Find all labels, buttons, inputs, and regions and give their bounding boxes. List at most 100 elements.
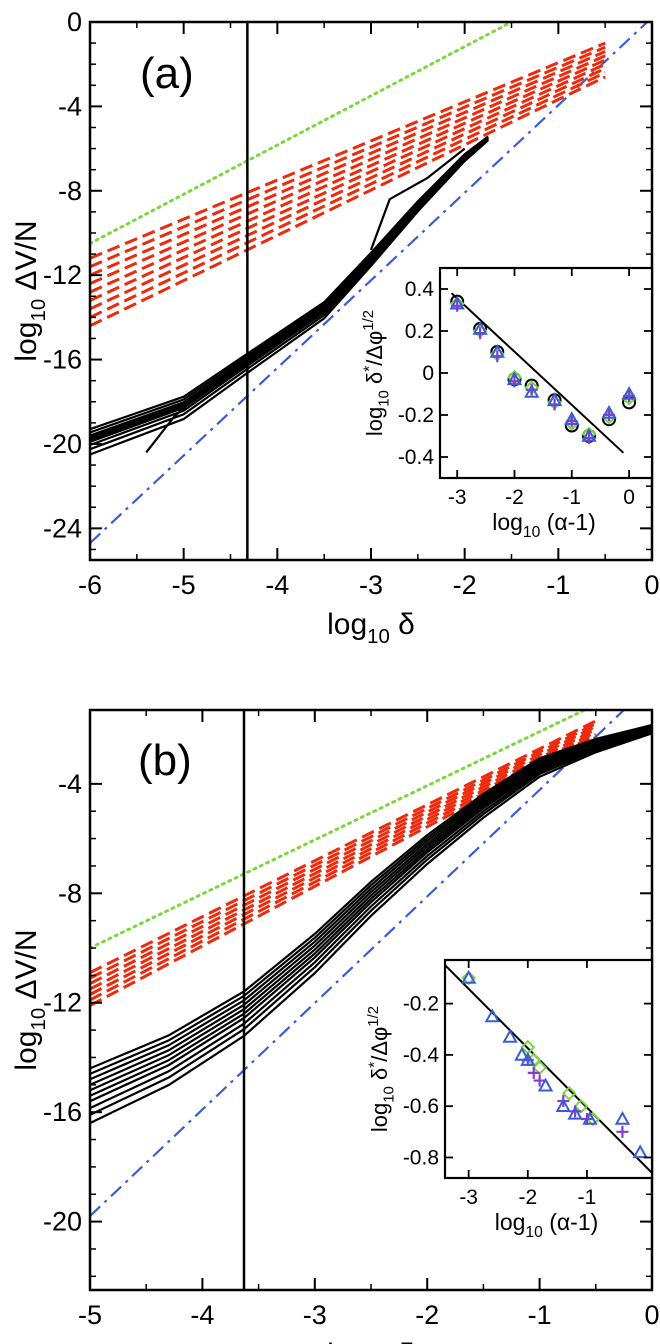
y-axis-label-sub: 10 [28,1008,50,1031]
x-tick-label: -1 [528,1300,552,1330]
red-dashed-curve [90,62,606,302]
blue-dashdot-line [90,22,649,544]
x-tick-label: -5 [78,1300,102,1330]
black-solid-curve [90,135,489,431]
inset-x-tick-label: -3 [448,486,467,509]
inset-marker-plus [533,1074,546,1087]
inset-marker-triangle [601,404,617,419]
inset-marker-triangle [502,1028,518,1043]
inset-plot-area [445,964,652,1174]
inset-marker-triangle [582,1110,598,1125]
inset-y-axis-label-part: log [367,1103,392,1132]
y-axis-label: log10 ΔV/N [10,220,50,361]
red-dashed-curve [90,45,606,269]
y-axis-label-sub: 10 [28,299,50,322]
x-axis-label: log10 δ [327,1338,415,1344]
inset-marker-triangle [581,427,597,442]
inset-y-tick-label: 0.2 [405,320,434,343]
plot-area [90,710,652,1217]
inset-y-tick-label: -0.4 [398,446,435,469]
inset-marker-triangle [472,320,488,335]
inset-x-tick-label: -3 [459,1186,478,1209]
inset-y-axis-label-part: /Δφ [367,1027,392,1062]
inset-marker-plus [527,1066,540,1079]
inset-x-axis-label-rest: (α-1) [543,1209,598,1235]
x-axis-label-log: log [327,608,367,641]
x-axis-label-rest: δ [390,1338,415,1344]
x-tick-label: -6 [78,570,102,600]
red-dashed-curve [90,41,606,260]
y-tick-label: 0 [67,7,82,37]
black-solid-curve [90,732,652,1125]
inset-y-tick-label: -0.8 [403,1146,439,1169]
inset-y-axis-label-part: 10 [376,390,393,407]
y-axis-label-rest: ΔV/N [10,929,43,1007]
black-solid-curve [90,728,652,1103]
x-tick-label: -3 [359,570,383,600]
inset-y-axis-label-part: /Δφ [362,331,387,366]
inset-frame [438,266,654,480]
y-axis-label-rest: ΔV/N [10,220,43,298]
x-axis-label: log10 δ [327,608,415,648]
y-tick-label: -20 [43,1207,82,1237]
red-dashed-curve [90,71,606,319]
black-solid-curve [90,725,652,1081]
plot-area [90,22,649,544]
inset-x-tick-label: -2 [518,1186,537,1209]
y-tick-label: -4 [58,769,82,799]
inset-x-axis-label-sub: 10 [525,1224,543,1241]
inset-marker-triangle [520,1051,536,1066]
inset-marker-plus [616,1125,629,1138]
inset-x-axis-label: log10 (α-1) [492,509,596,541]
y-tick-label: -12 [43,260,82,290]
y-tick-label: -20 [43,429,82,459]
inset-x-axis-label-rest: (α-1) [540,509,595,535]
inset-y-tick-label: 0.4 [405,278,435,301]
inset-marker-triangle [449,295,465,310]
x-axis-label-sub: 10 [367,626,390,648]
inset-y-tick-label: 0 [422,362,434,385]
inset-y-axis-label-part: 1/2 [365,1006,382,1027]
y-tick-label: -4 [58,91,82,121]
x-tick-label: -5 [172,570,196,600]
inset-y-tick-label: -0.6 [403,1095,439,1118]
inset-y-axis-label-part: δ [367,1068,392,1086]
x-tick-label: -2 [415,1300,439,1330]
inset-marker-triangle [489,343,505,358]
black-solid-curve [145,362,248,454]
inset-x-axis-label-sub: 10 [523,524,541,541]
inset-y-axis-label-part: log [362,407,387,436]
inset-y-axis-label-part: 1/2 [360,310,377,331]
x-axis-label-rest: δ [390,608,415,641]
blue-dashdot-line [90,710,625,1217]
inset-marker-triangle [460,969,477,984]
panel-label: (a) [140,49,194,98]
inset-y-tick-label: -0.2 [398,404,434,427]
inset-x-tick-label: -1 [562,486,581,509]
inset-marker-triangle [484,1008,501,1023]
y-axis-label: log10 ΔV/N [10,929,50,1070]
green-dotted-line [90,22,513,245]
inset-marker-triangle [546,392,563,407]
x-tick-label: -4 [265,570,289,600]
x-tick-label: -4 [190,1300,214,1330]
x-tick-label: 0 [644,1300,659,1330]
inset-y-axis-label-part: 10 [381,1086,398,1103]
inset-x-tick-label: -2 [505,486,524,509]
inset-x-axis-label-log: log [495,1209,526,1235]
black-solid-curve [90,724,652,1075]
black-solid-curve [369,147,466,251]
inset-x-tick-label: 0 [623,486,635,509]
y-tick-label: -12 [43,988,82,1018]
inset-fit-line [450,292,625,454]
x-tick-label: -1 [546,570,570,600]
inset-marker-diamond [561,1085,577,1101]
inset-marker-diamond [585,1111,601,1127]
y-tick-label: -8 [58,176,82,206]
inset-marker-triangle [555,1098,571,1112]
green-dotted-line [90,710,587,950]
y-axis-label-log: log [10,322,43,362]
